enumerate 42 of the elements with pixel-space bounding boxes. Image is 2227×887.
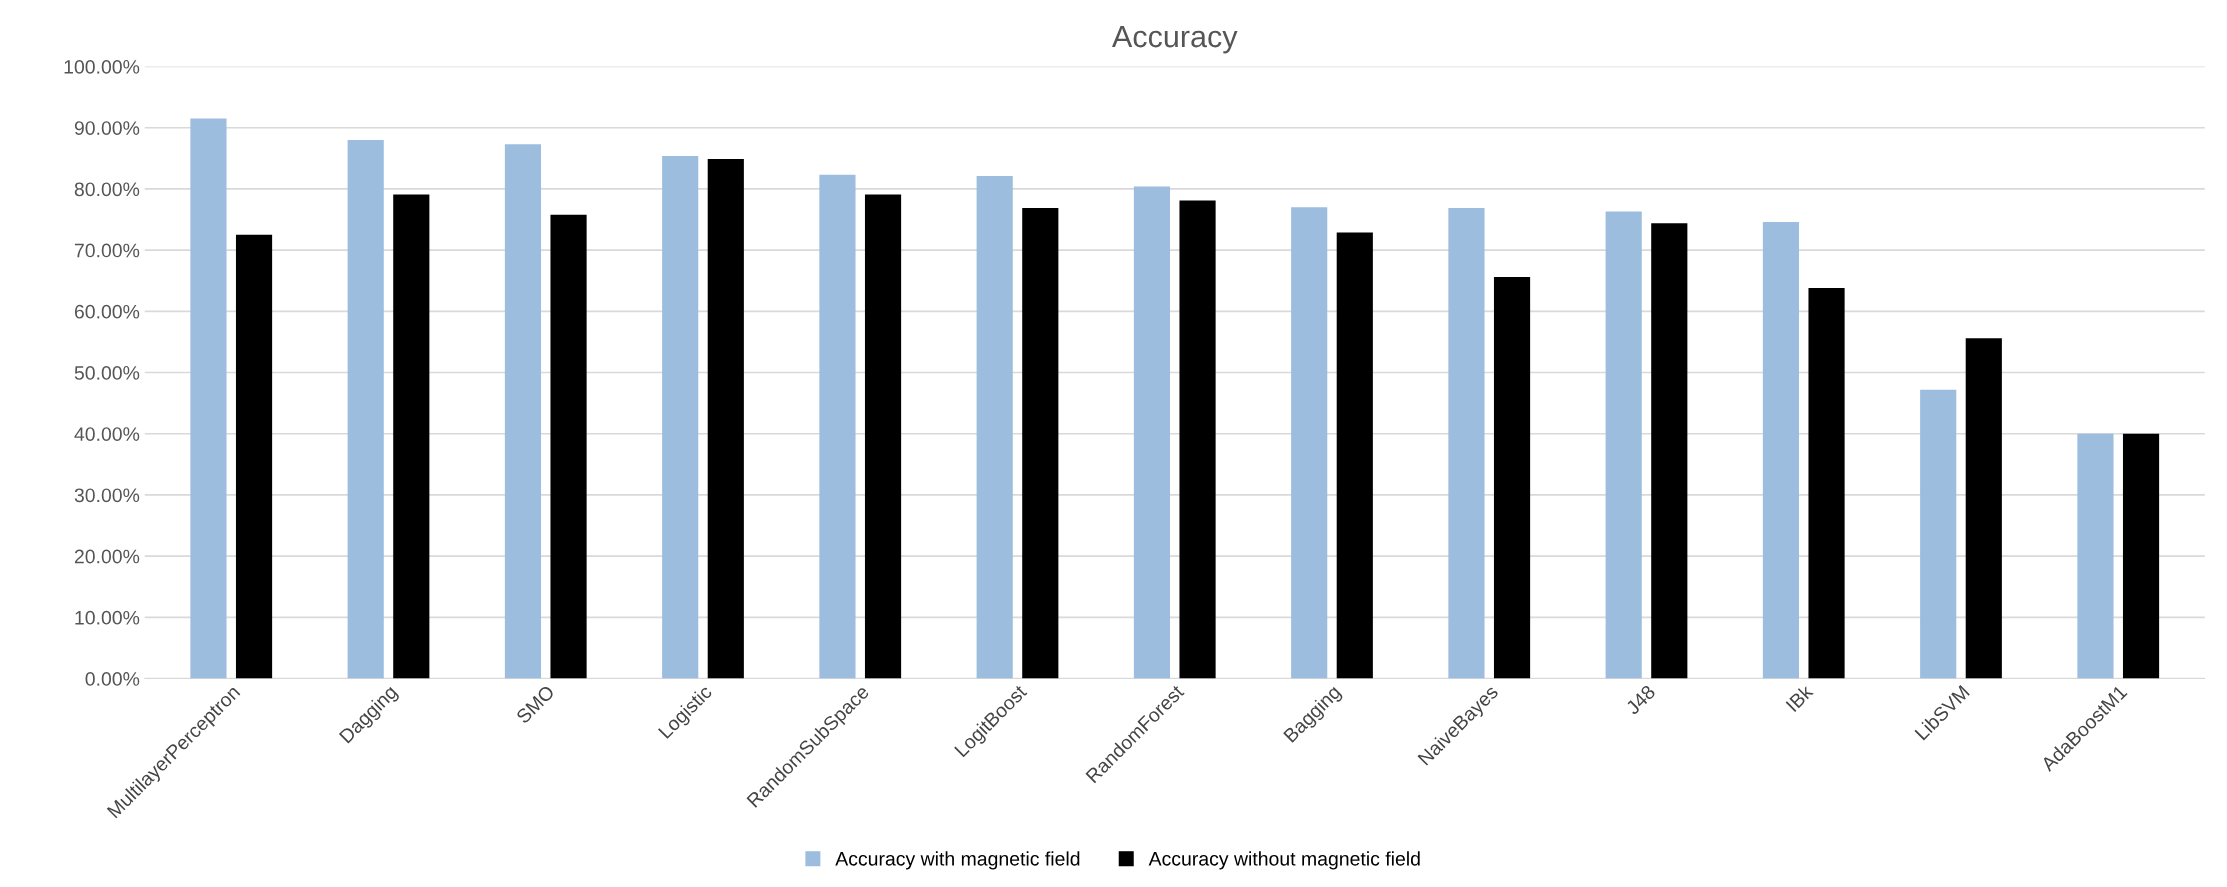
y-tick-label: 20.00% bbox=[74, 549, 140, 564]
bar bbox=[393, 194, 430, 679]
y-tick-label: 30.00% bbox=[74, 488, 140, 503]
bar bbox=[1920, 389, 1957, 679]
bar bbox=[1448, 207, 1485, 679]
bar bbox=[1022, 207, 1059, 679]
bar bbox=[864, 194, 902, 679]
bar bbox=[235, 234, 273, 679]
bar bbox=[662, 155, 699, 679]
y-tick-label: 90.00% bbox=[74, 121, 140, 135]
bar bbox=[190, 118, 227, 679]
bar bbox=[976, 176, 1013, 679]
bar bbox=[504, 144, 542, 679]
bar bbox=[1179, 200, 1216, 679]
bar bbox=[1291, 207, 1328, 679]
x-tick-label: IBk bbox=[1785, 683, 1814, 712]
bar bbox=[550, 214, 587, 679]
bar bbox=[347, 139, 384, 679]
bar bbox=[1336, 232, 1373, 679]
bar bbox=[819, 174, 856, 679]
y-tick-label: 70.00% bbox=[74, 243, 140, 258]
chart-title: Accuracy bbox=[1111, 26, 1238, 54]
bar bbox=[1762, 221, 1800, 679]
y-tick-label: 100.00% bbox=[64, 59, 140, 74]
y-tick-label: 60.00% bbox=[74, 304, 140, 319]
y-tick-label: 0.00% bbox=[85, 672, 140, 686]
bar bbox=[1965, 338, 2002, 679]
x-tick-label: J48 bbox=[1624, 684, 1656, 716]
bar bbox=[2077, 433, 2114, 679]
bar bbox=[1493, 277, 1531, 679]
legend-label: Accuracy with magnetic field bbox=[835, 851, 1080, 870]
bar bbox=[1605, 211, 1642, 679]
y-tick-label: 50.00% bbox=[74, 366, 140, 380]
y-tick-label: 10.00% bbox=[75, 610, 140, 625]
bar bbox=[1808, 288, 1845, 679]
y-tick-label: 80.00% bbox=[74, 182, 140, 197]
bar bbox=[1651, 223, 1688, 679]
y-tick-label: 40.00% bbox=[74, 427, 140, 441]
bar bbox=[1133, 186, 1171, 679]
bar bbox=[707, 158, 744, 679]
bar bbox=[2122, 433, 2160, 679]
legend-label: Accuracy without magnetic field bbox=[1148, 851, 1420, 870]
